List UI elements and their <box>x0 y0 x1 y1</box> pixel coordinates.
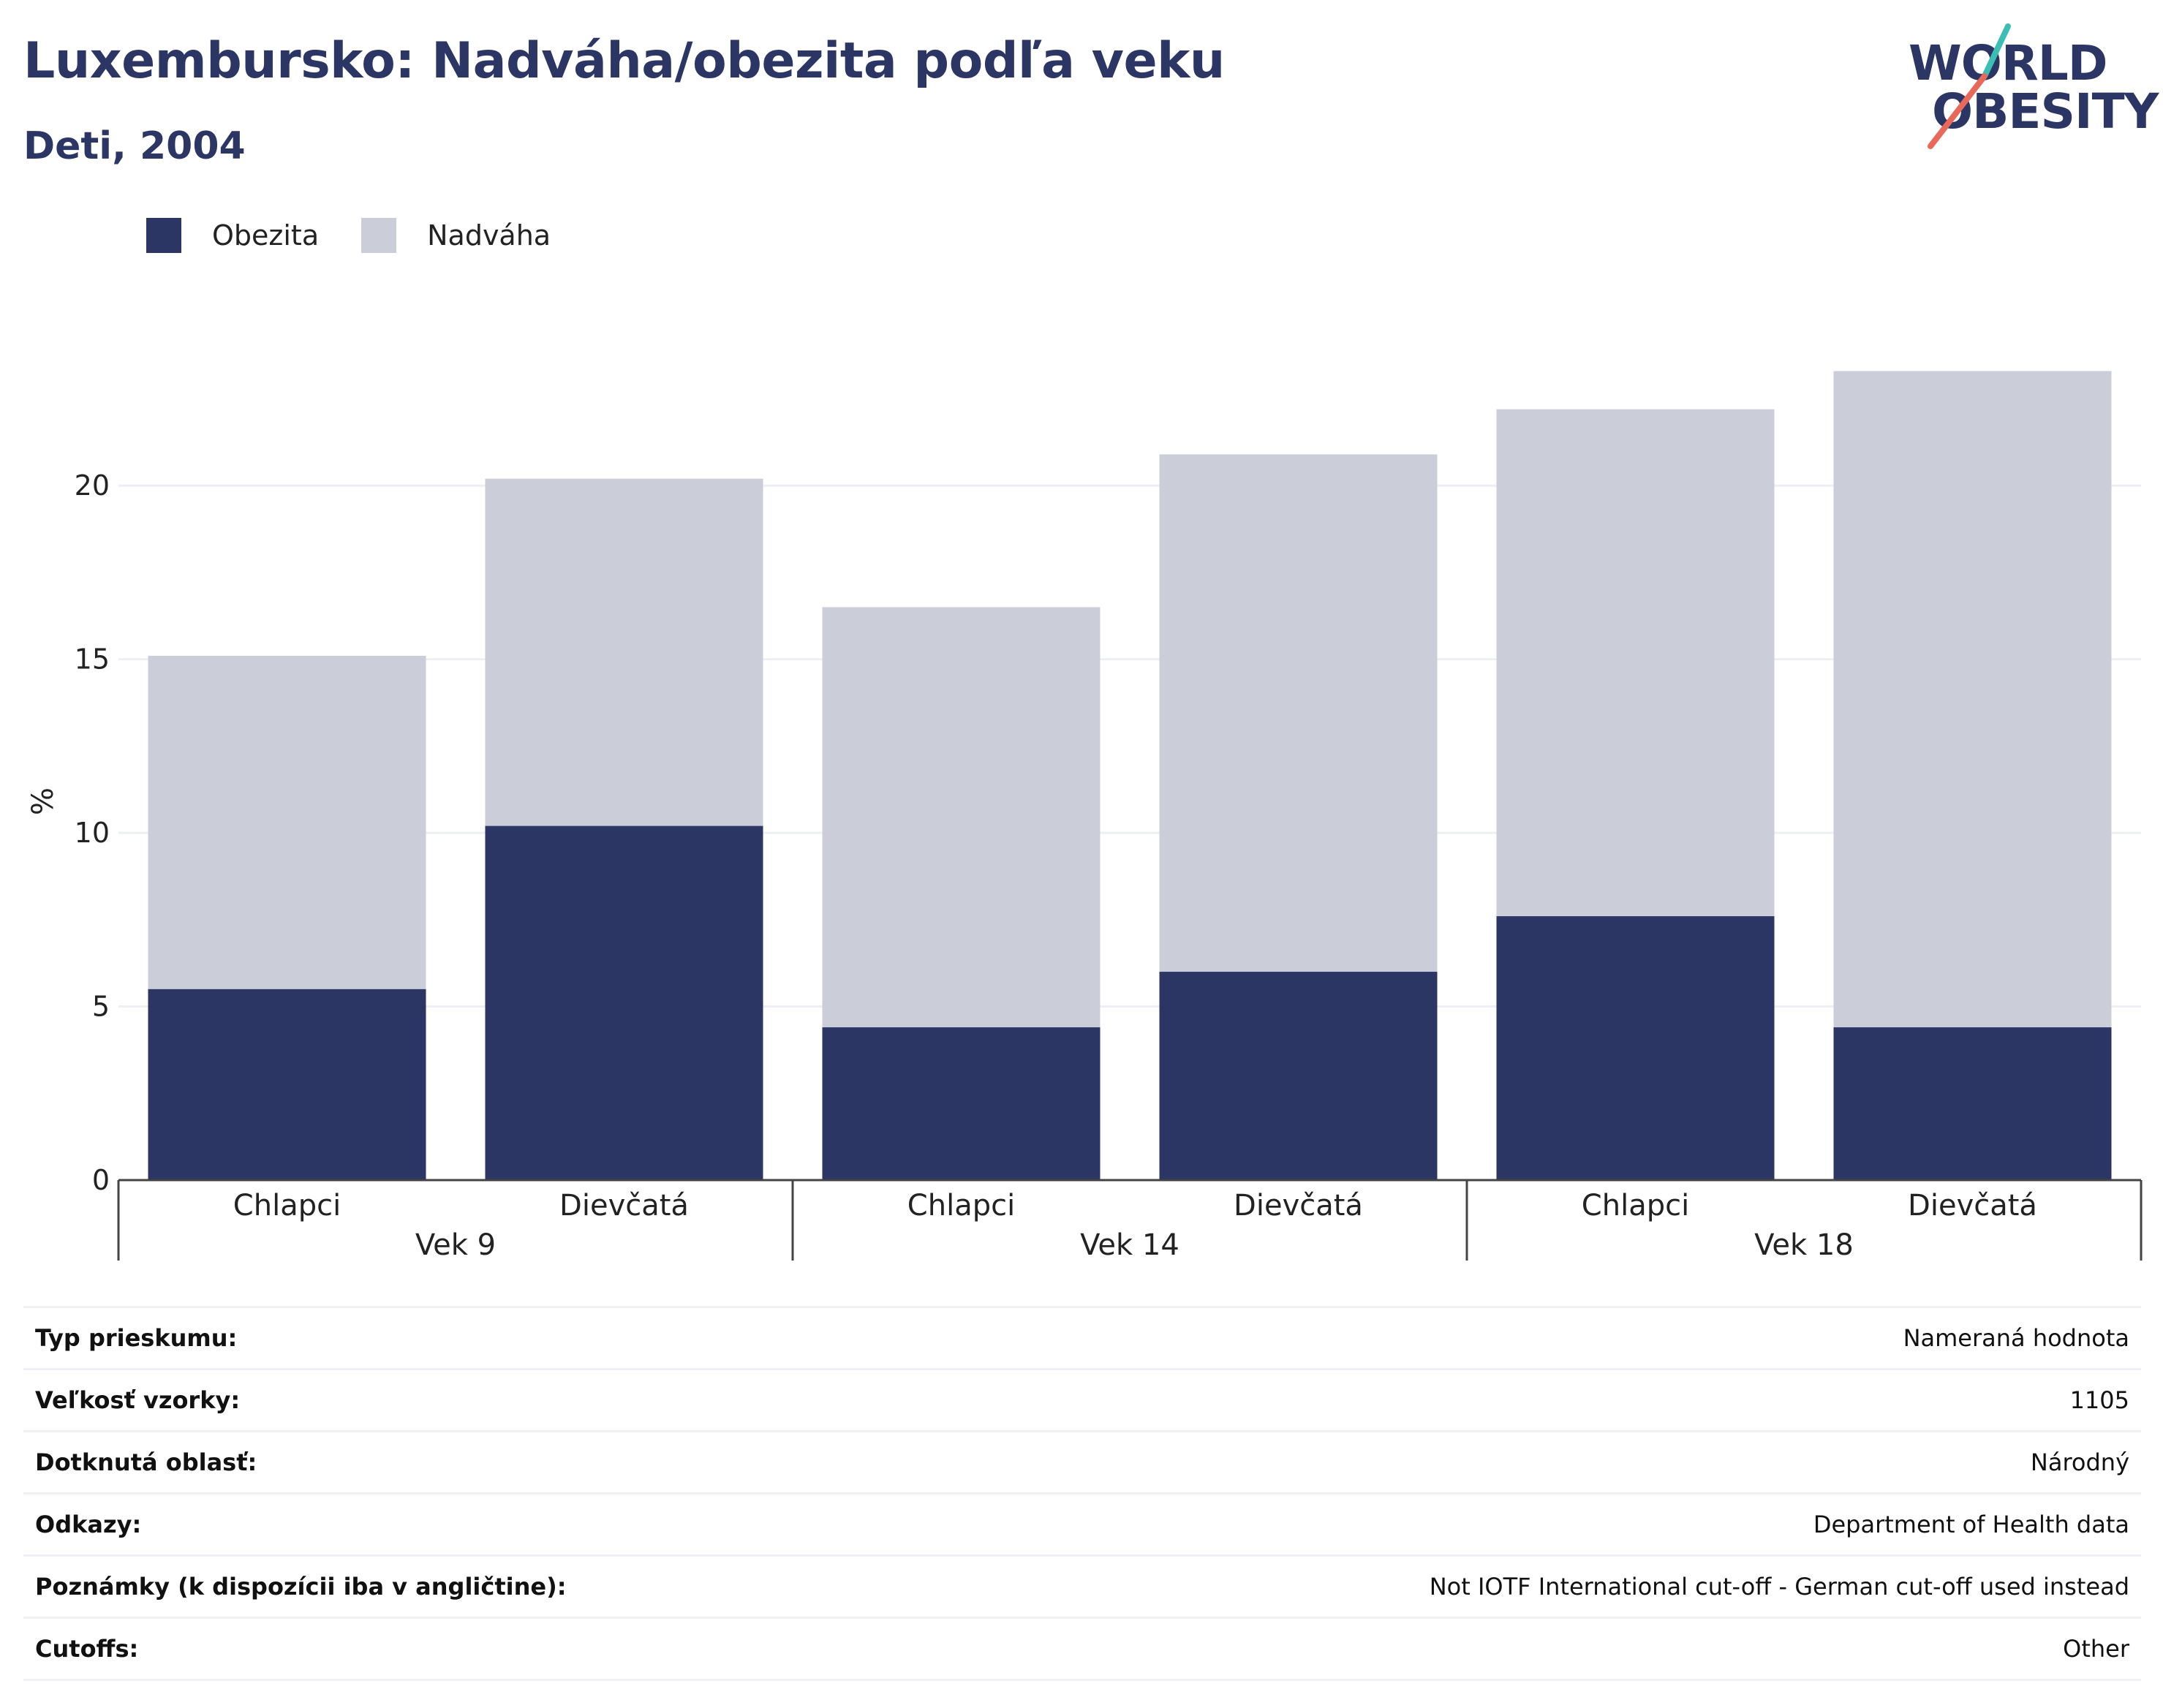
bar-obesity <box>485 825 763 1180</box>
bar-overweight <box>1159 454 1438 972</box>
y-axis-label: % <box>26 787 60 815</box>
legend-swatch-overweight <box>361 218 397 253</box>
x-tick-label: Chlapci <box>907 1189 1015 1223</box>
info-key: Dotknutá oblasť: <box>35 1448 257 1476</box>
logo-text-world: WORLD <box>1909 35 2108 91</box>
x-tick-label: Chlapci <box>233 1189 341 1223</box>
bar-overweight <box>485 478 763 826</box>
info-key: Typ prieskumu: <box>35 1324 238 1352</box>
info-key: Poznámky (k dispozícii iba v angličtine)… <box>35 1573 567 1601</box>
info-value: Department of Health data <box>1813 1511 2129 1538</box>
bar-overweight <box>822 607 1101 1028</box>
y-tick-label: 10 <box>75 817 110 849</box>
bar-overweight <box>148 655 426 989</box>
legend-item-overweight[interactable]: Nadváha <box>361 218 551 253</box>
bar-obesity <box>148 989 426 1180</box>
x-tick-label: Dievčatá <box>559 1189 689 1223</box>
info-value: Not IOTF International cut-off - German … <box>1429 1573 2129 1601</box>
chart-title: Luxembursko: Nadváha/obezita podľa veku <box>23 32 1225 90</box>
bar-overweight <box>1833 371 2112 1028</box>
chart-subtitle: Deti, 2004 <box>23 124 246 168</box>
info-row: Poznámky (k dispozícii iba v angličtine)… <box>23 1554 2141 1617</box>
info-table: Typ prieskumu: Nameraná hodnota Veľkosť … <box>23 1306 2141 1681</box>
legend-item-obesity[interactable]: Obezita <box>146 218 319 253</box>
y-tick-label: 15 <box>75 643 110 676</box>
info-row: Odkazy: Department of Health data <box>23 1492 2141 1554</box>
legend-swatch-obesity <box>146 218 181 253</box>
info-value: 1105 <box>2069 1386 2129 1414</box>
info-row: Dotknutá oblasť: Národný <box>23 1430 2141 1492</box>
x-tick-label: Dievčatá <box>1234 1189 1363 1223</box>
y-tick-label: 20 <box>75 469 110 502</box>
bar-overweight <box>1496 409 1775 917</box>
bar-obesity <box>1496 916 1775 1180</box>
info-key: Odkazy: <box>35 1511 142 1538</box>
info-row: Cutoffs: Other <box>23 1617 2141 1681</box>
y-tick-label: 5 <box>92 991 110 1023</box>
y-tick-label: 0 <box>92 1164 110 1196</box>
info-key: Cutoffs: <box>35 1635 139 1663</box>
info-row: Veľkosť vzorky: 1105 <box>23 1368 2141 1430</box>
x-tick-label: Chlapci <box>1582 1189 1689 1223</box>
legend-label-overweight: Nadváha <box>427 219 551 252</box>
legend-label-obesity: Obezita <box>212 219 320 252</box>
info-value: Other <box>2063 1635 2129 1663</box>
bar-obesity <box>1833 1027 2112 1180</box>
world-obesity-logo: WORLD OBESITY <box>1909 22 2159 154</box>
x-tick-label: Dievčatá <box>1908 1189 2037 1223</box>
logo-slash-icon <box>1928 23 2011 149</box>
group-label: Vek 9 <box>415 1228 496 1262</box>
info-value: Nameraná hodnota <box>1903 1324 2129 1352</box>
info-key: Veľkosť vzorky: <box>35 1386 241 1414</box>
group-label: Vek 18 <box>1754 1228 1854 1262</box>
info-row: Typ prieskumu: Nameraná hodnota <box>23 1306 2141 1368</box>
bar-chart: 0 5 10 15 20% Chlapci Dievčatá Chlapci Dievčatá C… <box>26 371 2143 1262</box>
bar-obesity <box>822 1027 1101 1180</box>
info-value: Národný <box>2030 1448 2129 1476</box>
group-label: Vek 14 <box>1080 1228 1179 1262</box>
legend: Obezita Nadváha <box>146 218 593 253</box>
bar-obesity <box>1159 972 1438 1180</box>
